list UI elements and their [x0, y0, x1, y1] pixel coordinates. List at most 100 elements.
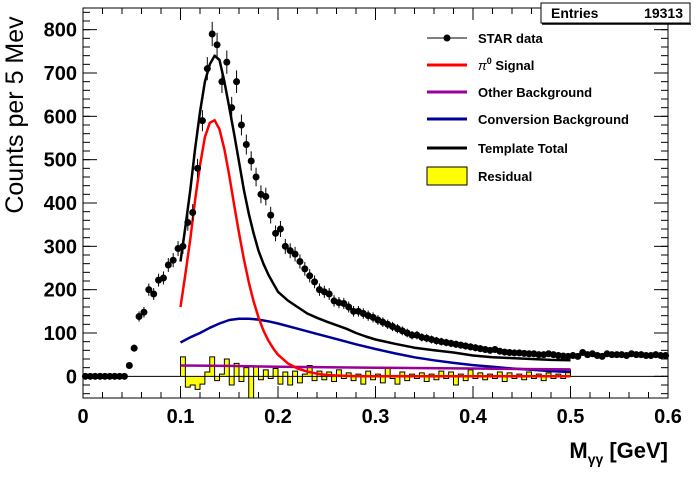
residual-bar [521, 376, 527, 380]
residual-bar [268, 376, 274, 379]
y-axis-title: Counts per 5 Mev [1, 16, 29, 214]
y-tick-label: 800 [44, 20, 77, 42]
data-point [662, 352, 670, 360]
data-point [535, 351, 543, 359]
legend-item-other-background: Other Background [427, 85, 592, 100]
residual-bar [200, 376, 205, 385]
residual-bar [395, 376, 400, 385]
legend-label-residual: Residual [478, 169, 532, 184]
residual-bar [321, 376, 327, 380]
residual-bar [312, 376, 317, 381]
data-point [345, 303, 353, 311]
data-point [272, 229, 280, 237]
residual-bar [204, 372, 210, 377]
residual-bar [541, 376, 547, 381]
residual-bar [351, 376, 356, 381]
data-point [340, 300, 348, 308]
data-point [306, 272, 314, 280]
data-point [237, 121, 245, 129]
legend-item-star-data: STAR data [427, 31, 544, 46]
y-tick-label: 500 [44, 150, 77, 172]
data-point [106, 372, 114, 380]
data-point [169, 256, 177, 264]
residual-bar [229, 376, 235, 385]
residual-bar [297, 376, 303, 383]
data-point [613, 351, 621, 359]
x-tick-label: 0.3 [362, 406, 390, 428]
data-point [111, 372, 119, 380]
data-point [125, 362, 133, 369]
pi0-signal-line [179, 118, 571, 378]
residual-bar [463, 376, 469, 381]
residual-bar [419, 372, 425, 377]
x-tick-label: 0.1 [167, 406, 195, 428]
data-point [203, 65, 211, 73]
x-tick-label: 0.5 [557, 406, 585, 428]
stats-box: Entries 19313 [540, 2, 691, 25]
y-tick-label: 600 [44, 106, 77, 128]
residual-bar [526, 372, 532, 377]
residual-bar [507, 372, 512, 377]
data-point [262, 193, 270, 200]
residual-bar [360, 376, 366, 385]
template-total-line [179, 54, 571, 362]
legend-item-conversion-background: Conversion Background [427, 112, 629, 127]
residual-bar [434, 376, 439, 380]
legend-label-template-total: Template Total [478, 141, 568, 156]
x-tick-label: 0.2 [264, 406, 292, 428]
star-data-points [81, 21, 670, 380]
data-point [276, 225, 284, 233]
data-point [96, 372, 104, 380]
y-tick-label: 100 [44, 323, 77, 345]
y-tick-label: 0 [66, 366, 77, 388]
legend-label-pi0-rest: Signal [492, 58, 535, 73]
data-point [267, 211, 275, 219]
residual-bar [341, 376, 347, 379]
legend-item-residual: Residual [426, 166, 532, 186]
residual-bar [448, 372, 454, 377]
data-point [608, 351, 616, 359]
y-tick-label: 300 [44, 236, 77, 258]
residual-bar [214, 376, 220, 381]
legend-item-template-total: Template Total [427, 141, 568, 156]
residual-bar [497, 372, 503, 377]
data-point [101, 372, 109, 380]
data-point [140, 308, 148, 316]
data-point [242, 141, 250, 148]
data-point [350, 307, 358, 315]
data-point [281, 242, 289, 250]
residual-bar [482, 376, 488, 380]
data-point [218, 78, 226, 86]
residual-bar [258, 376, 264, 380]
data-point [632, 351, 640, 359]
stats-label: Entries [551, 5, 599, 21]
legend-label-other-background: Other Background [478, 85, 592, 100]
residual-bar [424, 376, 430, 382]
fit-curves [179, 54, 571, 378]
residual-bar [278, 376, 283, 385]
residual-bar [292, 371, 298, 377]
residual-bar [385, 367, 391, 377]
residual-bar [331, 376, 337, 382]
legend-label-pi0-sup: 0 [487, 56, 492, 66]
residual-bar [468, 369, 473, 377]
residual-bar [546, 372, 551, 377]
residual-bar [253, 366, 259, 377]
data-point [208, 30, 216, 38]
x-axis-title-sub: γγ [588, 451, 604, 467]
legend-label-star-data: STAR data [478, 31, 544, 46]
residual-bar [282, 372, 288, 377]
conversion-background-line [179, 317, 571, 374]
x-tick-label: 0.6 [654, 406, 682, 428]
stats-box-frame [540, 2, 691, 24]
y-tick-label: 400 [44, 193, 77, 215]
data-point [179, 242, 187, 250]
x-tick-label: 0.4 [459, 406, 488, 428]
data-point [233, 78, 241, 86]
data-point [325, 290, 333, 298]
data-point [296, 258, 304, 265]
residual-bar [219, 374, 225, 377]
x-tick-label: 0 [77, 406, 88, 428]
